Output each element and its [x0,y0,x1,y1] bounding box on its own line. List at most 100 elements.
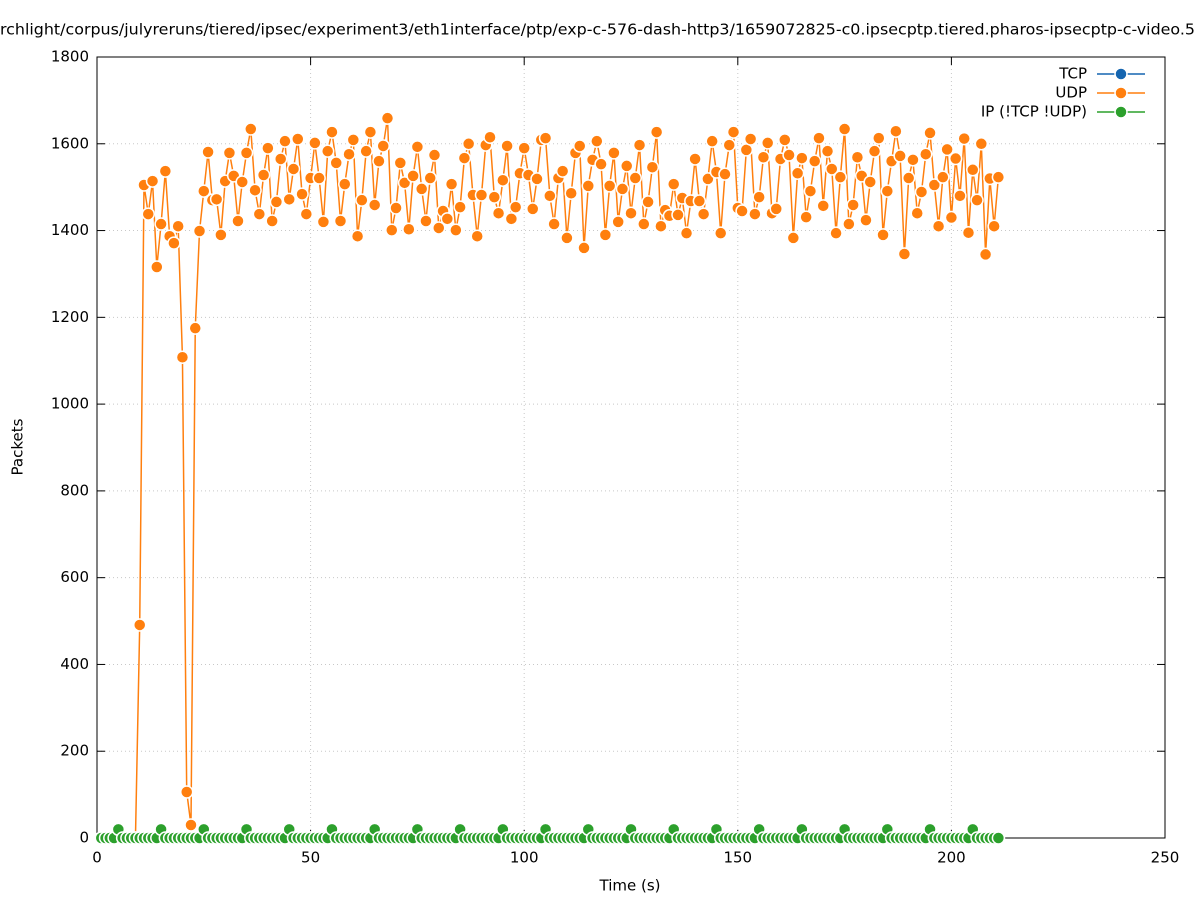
data-point [944,210,959,225]
data-point [701,172,715,186]
data-point [385,223,399,237]
legend-item: IP (!TCP !UDP) [981,103,1145,121]
data-point [893,149,907,163]
data-point [726,125,741,139]
data-point [705,134,719,148]
data-point [577,241,591,255]
data-point [154,217,168,231]
data-point [457,151,472,165]
data-point [282,192,296,207]
data-point [402,222,416,237]
data-point [461,137,476,151]
data-point [363,125,378,139]
data-point [560,231,574,245]
data-point [863,175,877,189]
data-point [966,163,980,177]
data-point [256,168,271,182]
data-point [769,202,783,216]
legend-item: UDP [1055,84,1145,102]
legend-item: TCP [1058,65,1145,83]
y-tick-label: 1000 [51,395,89,413]
data-point [286,162,301,176]
data-point [380,111,395,125]
data-point [974,137,989,151]
data-point [735,204,749,218]
data-point [419,214,433,228]
data-point [790,166,805,181]
data-point [141,207,156,221]
data-point [850,150,865,164]
data-point [991,170,1006,184]
data-point [184,818,198,832]
data-point [444,177,459,191]
data-point [696,207,711,221]
y-tick-label: 200 [60,742,89,760]
data-point [496,173,510,187]
x-tick-label: 0 [92,849,102,867]
x-tick-label: 100 [510,849,539,867]
data-point [927,178,942,192]
data-point [581,179,596,193]
data-point [350,229,365,243]
data-point [487,190,502,204]
y-tick-label: 1200 [51,308,89,326]
y-tick-label: 1800 [51,48,89,66]
data-point [936,170,950,184]
data-point [970,193,984,207]
legend-label: IP (!TCP !UDP) [981,103,1087,121]
data-point [602,179,617,193]
data-point [778,133,792,147]
data-point [244,122,258,136]
data-point [688,152,702,166]
data-point [713,226,728,240]
data-point [158,164,173,178]
y-axis-label: Packets [9,418,27,475]
data-point [397,176,412,190]
data-point [175,350,190,365]
data-point [991,831,1006,845]
data-point [914,185,929,199]
data-point [624,206,638,220]
data-point [547,217,561,231]
data-point [449,223,463,237]
data-point [329,156,343,170]
data-point [649,125,664,139]
data-point [525,202,540,216]
data-point [432,221,446,235]
data-point [171,219,185,233]
x-tick-label: 50 [301,849,320,867]
data-point [953,189,967,203]
data-point [504,212,519,226]
data-point [299,207,314,221]
data-point [320,144,335,158]
data-point [679,226,694,240]
data-point [940,142,954,157]
data-point [957,131,971,146]
y-tick-label: 400 [60,655,89,673]
data-point [876,228,890,242]
data-point [393,156,408,170]
data-point [188,321,203,335]
data-point [889,124,903,138]
y-tick-label: 1600 [51,134,89,152]
data-point [248,183,262,197]
data-point [231,214,245,228]
data-point [530,172,544,186]
data-point [252,207,267,221]
data-point [799,210,813,224]
data-point [786,231,801,245]
data-point [607,146,621,160]
data-point [389,201,403,215]
data-point [222,146,237,160]
data-point [756,150,771,164]
data-point [312,171,326,185]
data-point [910,206,924,220]
data-point [666,177,681,191]
data-point [414,182,429,196]
data-point [859,213,873,227]
data-point [782,148,796,162]
data-point [359,144,373,158]
data-point [692,194,707,208]
chart-title: rchlight/corpus/julyreruns/tiered/ipsec/… [0,21,1195,39]
